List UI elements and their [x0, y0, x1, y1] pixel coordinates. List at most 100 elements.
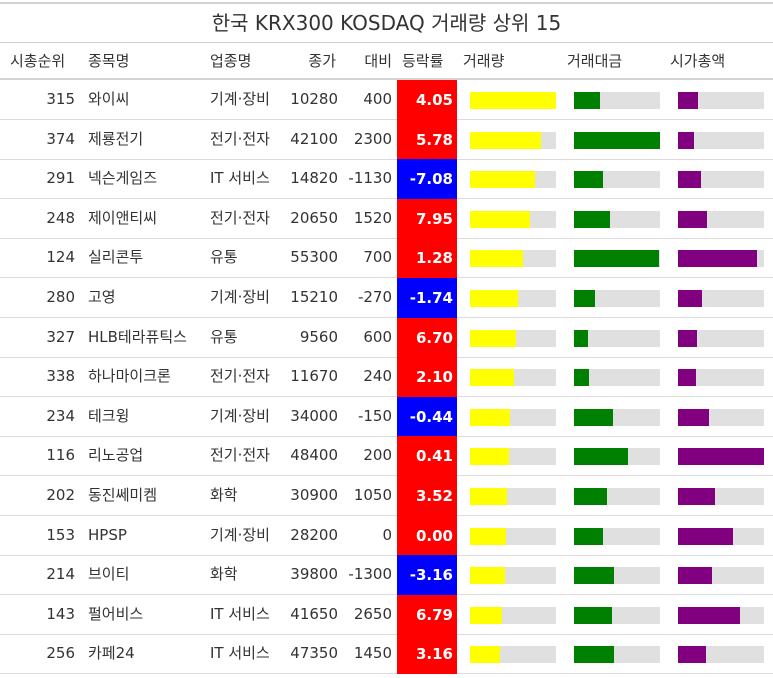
- volume-bar: [470, 250, 524, 268]
- amount-bar: [574, 646, 615, 664]
- cell-sector: 기계·장비: [210, 406, 270, 425]
- table-row: 256 카페24 IT 서비스 47350 1450 3.16: [0, 634, 773, 675]
- amount-bar-track: [574, 131, 660, 149]
- table-row: 234 테크윙 기계·장비 34000 -150 -0.44: [0, 396, 773, 437]
- cell-diff: 1520: [353, 208, 392, 227]
- volume-bar-track: [470, 527, 556, 545]
- marketcap-bar: [678, 488, 715, 505]
- marketcap-bar-track: [678, 250, 764, 268]
- cell-close: 55300: [290, 248, 338, 267]
- amount-bar: [574, 606, 612, 624]
- volume-bar-track: [470, 448, 556, 466]
- volume-bar-track: [470, 290, 556, 307]
- cell-rank: 327: [46, 327, 75, 346]
- amount-bar-track: [574, 646, 660, 664]
- volume-bar: [470, 329, 516, 347]
- marketcap-bar: [678, 448, 764, 466]
- cell-name: 제이앤티씨: [88, 208, 158, 227]
- header-marketcap: 시가총액: [670, 52, 726, 70]
- table-row: 291 넥슨게임즈 IT 서비스 14820 -1130 -7.08: [0, 159, 773, 200]
- title-rule: [0, 42, 773, 43]
- cell-rank: 338: [46, 367, 75, 386]
- amount-bar-track: [574, 488, 660, 505]
- cell-name: HPSP: [88, 525, 127, 544]
- volume-bar-track: [470, 488, 556, 505]
- cell-close: 9560: [299, 327, 338, 346]
- cell-rank: 116: [46, 446, 75, 465]
- volume-bar: [470, 408, 511, 426]
- cell-rank: 256: [46, 644, 75, 663]
- cell-close: 47350: [290, 644, 338, 663]
- cell-sector: 기계·장비: [210, 90, 270, 108]
- cell-rank: 291: [46, 169, 75, 188]
- cell-name: 카페24: [88, 644, 135, 663]
- cell-close: 42100: [290, 129, 338, 148]
- amount-bar: [574, 408, 613, 426]
- table-row: 143 펄어비스 IT 서비스 41650 2650 6.79: [0, 594, 773, 635]
- amount-bar-track: [574, 171, 660, 189]
- cell-close: 20650: [290, 208, 338, 227]
- header-name: 종목명: [88, 52, 130, 70]
- cell-sector: 전기·전자: [210, 208, 270, 227]
- cell-close: 41650: [290, 604, 338, 623]
- cell-rate: -0.44: [397, 396, 457, 437]
- cell-rate: 6.79: [397, 594, 457, 635]
- amount-bar: [574, 210, 611, 228]
- cell-close: 11670: [290, 367, 338, 386]
- amount-bar-track: [574, 567, 660, 585]
- cell-rate: 3.52: [397, 476, 457, 516]
- cell-diff: -150: [357, 406, 392, 425]
- cell-diff: 1450: [353, 644, 392, 663]
- cell-sector: 전기·전자: [210, 367, 270, 386]
- table-row: 202 동진쎄미켐 화학 30900 1050 3.52: [0, 476, 773, 516]
- cell-close: 10280: [290, 90, 338, 108]
- marketcap-bar-track: [678, 408, 764, 426]
- amount-bar: [574, 131, 660, 149]
- volume-bar: [470, 210, 531, 228]
- cell-sector: 전기·전자: [210, 446, 270, 465]
- amount-bar-track: [574, 408, 660, 426]
- cell-rate: 2.10: [397, 357, 457, 398]
- cell-sector: 화학: [210, 486, 238, 504]
- cell-diff: 600: [363, 327, 392, 346]
- cell-sector: IT 서비스: [210, 644, 270, 663]
- cell-name: 브이티: [88, 565, 130, 584]
- volume-bar: [470, 448, 509, 466]
- cell-name: 고영: [88, 288, 116, 306]
- marketcap-bar: [678, 290, 703, 307]
- marketcap-bar-track: [678, 210, 764, 228]
- volume-bar-track: [470, 646, 556, 664]
- cell-close: 48400: [290, 446, 338, 465]
- table-row: 214 브이티 화학 39800 -1300 -3.16: [0, 555, 773, 596]
- marketcap-bar: [678, 567, 713, 585]
- header-sector: 업종명: [210, 52, 252, 70]
- cell-sector: 화학: [210, 565, 238, 584]
- table-row: 280 고영 기계·장비 15210 -270 -1.74: [0, 278, 773, 318]
- cell-rank: 153: [46, 525, 75, 544]
- cell-diff: 2650: [353, 604, 392, 623]
- amount-bar-track: [574, 92, 660, 109]
- cell-rate: 0.00: [397, 515, 457, 556]
- amount-bar: [574, 329, 588, 347]
- volume-bar-track: [470, 131, 556, 149]
- marketcap-bar-track: [678, 527, 764, 545]
- volume-bar-track: [470, 606, 556, 624]
- marketcap-bar-track: [678, 606, 764, 624]
- marketcap-bar-track: [678, 567, 764, 585]
- volume-bar-track: [470, 408, 556, 426]
- cell-close: 28200: [290, 525, 338, 544]
- cell-diff: 1050: [353, 486, 392, 504]
- header-rank: 시총순위: [10, 52, 66, 70]
- amount-bar: [574, 488, 607, 505]
- volume-bar-track: [470, 329, 556, 347]
- marketcap-bar: [678, 171, 702, 189]
- cell-sector: IT 서비스: [210, 604, 270, 623]
- amount-bar: [574, 527, 604, 545]
- header-close: 종가: [308, 52, 336, 70]
- volume-bar: [470, 369, 514, 387]
- amount-bar-track: [574, 448, 660, 466]
- volume-bar: [470, 606, 502, 624]
- header-amount: 거래대금: [567, 52, 623, 70]
- cell-close: 34000: [290, 406, 338, 425]
